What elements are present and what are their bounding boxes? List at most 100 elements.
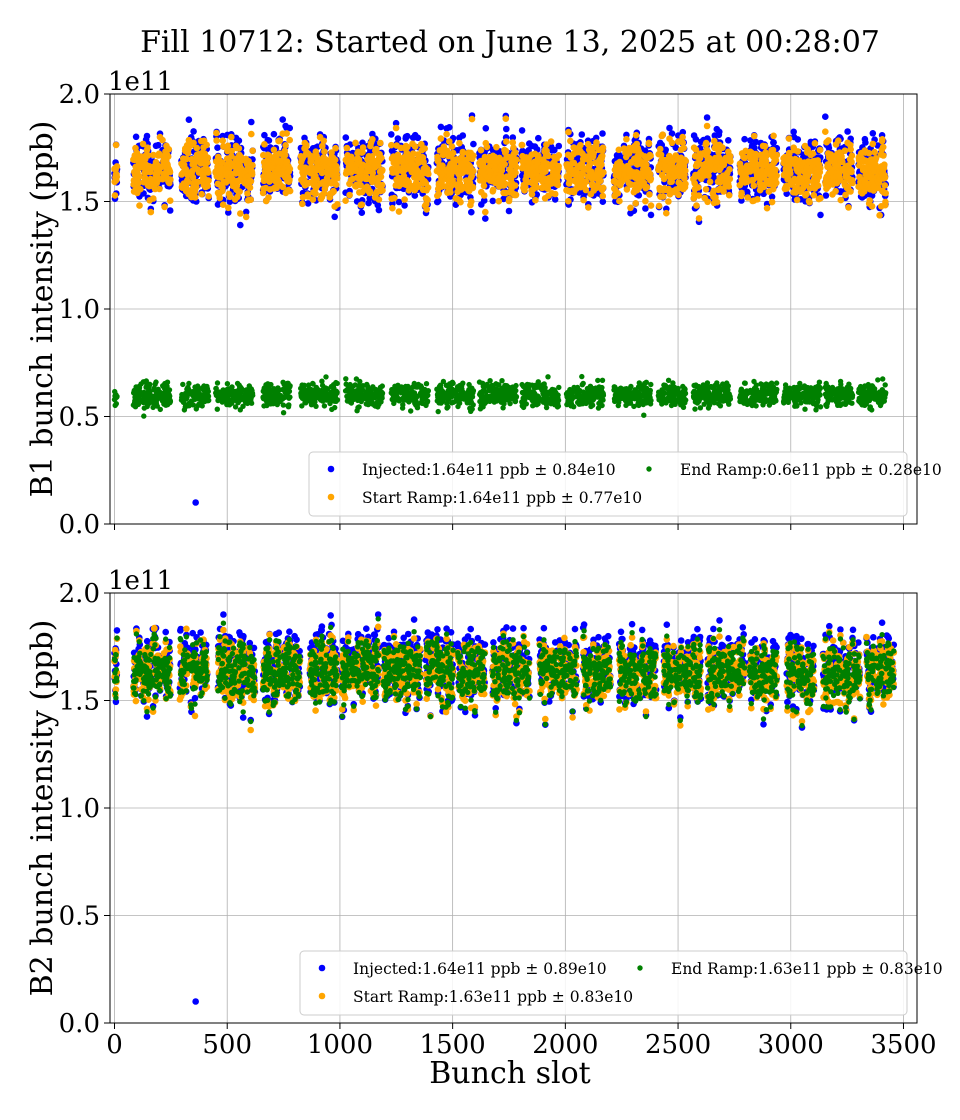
start_ramp-point bbox=[320, 137, 328, 145]
start_ramp-point bbox=[616, 197, 623, 205]
start_ramp-point bbox=[483, 143, 491, 151]
start_ramp-point bbox=[513, 156, 520, 163]
start_ramp-point bbox=[505, 195, 513, 203]
start_ramp-point bbox=[247, 178, 255, 185]
injected-point bbox=[844, 128, 851, 135]
injected-point bbox=[401, 202, 408, 209]
start_ramp-point bbox=[554, 181, 562, 189]
start_ramp-point bbox=[379, 166, 386, 174]
start_ramp-point bbox=[845, 204, 852, 211]
end_ramp-point bbox=[206, 397, 212, 403]
start_ramp-point bbox=[647, 175, 655, 182]
start_ramp-point bbox=[346, 191, 353, 199]
start_ramp-point bbox=[379, 187, 386, 194]
end_ramp-point bbox=[180, 381, 186, 388]
end_ramp-point bbox=[323, 374, 329, 380]
start_ramp-point bbox=[645, 140, 653, 148]
start_ramp-point bbox=[164, 153, 172, 160]
injected-point bbox=[366, 194, 374, 202]
injected-point bbox=[375, 206, 383, 214]
start_ramp-point bbox=[425, 170, 432, 178]
end_ramp-point bbox=[280, 402, 286, 408]
start_ramp-point bbox=[825, 137, 832, 144]
start_ramp-point bbox=[880, 152, 887, 159]
start_ramp-point bbox=[761, 143, 769, 150]
start_ramp-point bbox=[567, 137, 574, 145]
start_ramp-point bbox=[489, 186, 497, 194]
end_ramp-point bbox=[166, 387, 173, 393]
start_ramp-point bbox=[738, 189, 745, 197]
start_ramp-point bbox=[599, 184, 607, 192]
start_ramp-point bbox=[822, 128, 829, 135]
start_ramp-point bbox=[330, 188, 337, 195]
end_ramp-point bbox=[157, 406, 163, 413]
start_ramp-point bbox=[247, 196, 254, 203]
injected-point bbox=[599, 130, 606, 137]
start_ramp-point bbox=[512, 163, 520, 171]
end_ramp-point bbox=[186, 380, 192, 387]
start_ramp-point bbox=[150, 195, 157, 202]
start_ramp-point bbox=[512, 169, 519, 176]
start_ramp-point bbox=[511, 182, 519, 189]
end_ramp-point bbox=[332, 404, 338, 411]
start_ramp-point bbox=[835, 137, 842, 144]
end_ramp-point bbox=[287, 394, 293, 400]
start_ramp-point bbox=[598, 161, 605, 168]
start_ramp-point bbox=[502, 115, 510, 122]
start_ramp-point bbox=[646, 191, 653, 198]
start_ramp-point bbox=[378, 154, 385, 162]
start_ramp-point bbox=[848, 152, 856, 160]
start_ramp-point bbox=[693, 202, 700, 209]
start_ramp-point bbox=[659, 193, 667, 200]
start_ramp-point bbox=[282, 142, 289, 149]
start_ramp-point bbox=[580, 196, 587, 204]
start_ramp-point bbox=[435, 190, 443, 198]
start_ramp-point bbox=[656, 145, 664, 153]
start_ramp-point bbox=[806, 199, 813, 206]
injected-point bbox=[437, 123, 445, 131]
start_ramp-point bbox=[663, 209, 670, 217]
start_ramp-point bbox=[246, 184, 254, 191]
start_ramp-point bbox=[156, 185, 163, 193]
injected-point bbox=[237, 221, 244, 229]
injected-point bbox=[270, 130, 278, 138]
start_ramp-point bbox=[261, 141, 268, 148]
injected-point bbox=[190, 128, 197, 135]
start_ramp-point bbox=[882, 189, 889, 197]
start_ramp-point bbox=[437, 135, 445, 142]
injected-point bbox=[226, 198, 234, 205]
start_ramp-point bbox=[665, 198, 672, 205]
end_ramp-point bbox=[343, 376, 349, 382]
start_ramp-point bbox=[165, 146, 173, 153]
start_ramp-point bbox=[312, 190, 319, 197]
start_ramp-point bbox=[203, 141, 210, 149]
start_ramp-point bbox=[713, 198, 721, 206]
start_ramp-point bbox=[847, 146, 854, 153]
start_ramp-point bbox=[235, 145, 243, 152]
start_ramp-point bbox=[703, 122, 711, 130]
start_ramp-point bbox=[391, 194, 398, 202]
start_ramp-point bbox=[668, 139, 676, 147]
start_ramp-point bbox=[803, 190, 810, 198]
start_ramp-point bbox=[113, 173, 121, 181]
start_ramp-point bbox=[682, 167, 689, 174]
start_ramp-point bbox=[702, 186, 710, 193]
start_ramp-point bbox=[599, 192, 607, 200]
start_ramp-point bbox=[303, 141, 310, 149]
start_ramp-point bbox=[726, 166, 733, 173]
start_ramp-point bbox=[456, 139, 463, 147]
injected-point bbox=[470, 140, 477, 148]
start_ramp-point bbox=[816, 146, 824, 154]
start_ramp-point bbox=[768, 198, 776, 206]
start_ramp-point bbox=[754, 196, 761, 203]
start_ramp-point bbox=[159, 136, 166, 144]
start_ramp-point bbox=[706, 178, 714, 186]
injected-point bbox=[578, 131, 586, 138]
start_ramp-point bbox=[286, 176, 293, 184]
start_ramp-point bbox=[547, 138, 555, 145]
start_ramp-point bbox=[401, 196, 408, 203]
start_ramp-point bbox=[642, 197, 649, 205]
end_ramp-point bbox=[313, 403, 319, 409]
start_ramp-point bbox=[331, 156, 339, 164]
start_ramp-point bbox=[333, 175, 341, 182]
